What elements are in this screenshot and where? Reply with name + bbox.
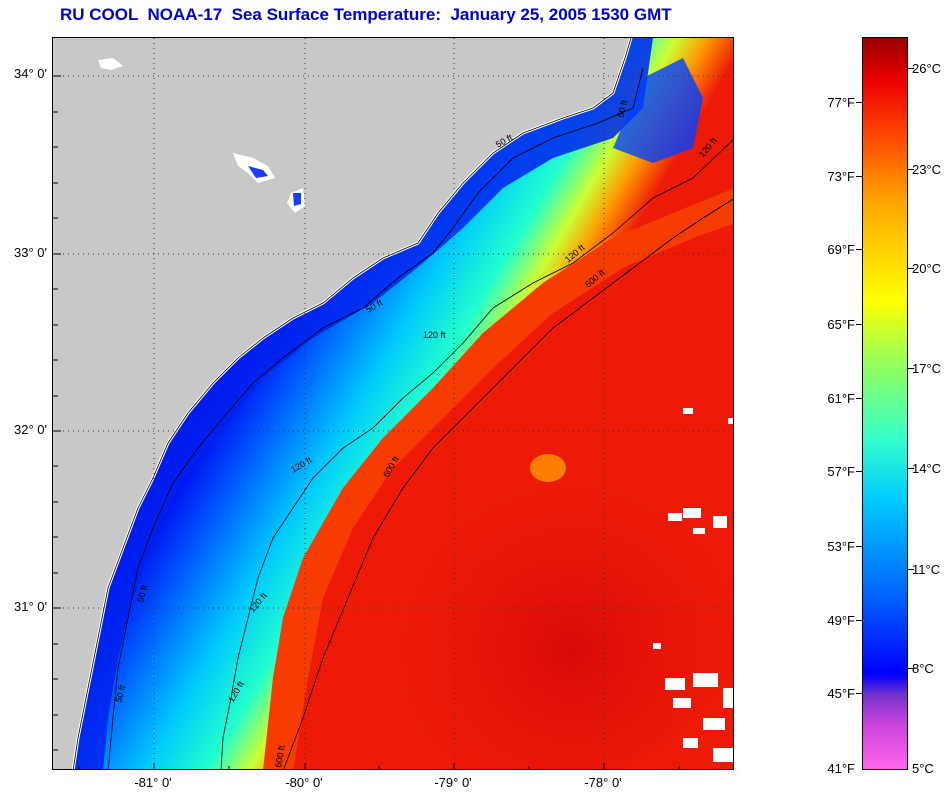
colorbar-f-label: 49°F (827, 613, 855, 628)
sst-map: 50 ft 50 ft 120 ft 600 ft 50 ft 120 ft 1… (52, 37, 734, 770)
colorbar-tick (908, 169, 914, 170)
lon-label: -81° 0' (134, 775, 172, 790)
colorbar-tick (908, 569, 914, 570)
colorbar-tick (908, 468, 914, 469)
colorbar-f-label: 57°F (827, 464, 855, 479)
colorbar-tick (908, 68, 914, 69)
contour-label: 50 ft (615, 99, 629, 119)
lake-moultrie-water (293, 193, 301, 206)
contour-600ft (283, 198, 733, 769)
lake-marion-water (248, 166, 268, 178)
lon-label: -78° 0' (584, 775, 622, 790)
colorbar-c-label: 23°C (912, 162, 942, 177)
colorbar-c-label: 8°C (912, 661, 934, 676)
lat-label: 32° 0' (14, 422, 47, 437)
colorbar-tick (908, 268, 914, 269)
warm-core (283, 328, 733, 769)
contour-label: 50 ft (113, 684, 127, 704)
lat-label: 34° 0' (14, 66, 47, 81)
land-mass (53, 38, 631, 769)
lake-north (98, 58, 123, 70)
contour-50ft (107, 67, 644, 769)
colorbar-tick (908, 368, 914, 369)
colorbar-tick (856, 324, 862, 325)
colorbar-f-label: 53°F (827, 539, 855, 554)
colorbar-tick (856, 620, 862, 621)
colorbar-c-label: 14°C (912, 461, 942, 476)
colorbar-f-label: 41°F (827, 761, 855, 776)
colorbar-tick (856, 176, 862, 177)
colorbar-tick (856, 398, 862, 399)
temperature-colorbar (862, 37, 908, 770)
colorbar-c-label: 5°C (912, 761, 934, 776)
axis-ticks (53, 75, 680, 769)
lat-label: 33° 0' (14, 245, 47, 260)
colorbar-c-label: 17°C (912, 361, 942, 376)
colorbar-f-label: 73°F (827, 169, 855, 184)
lat-label: 31° 0' (14, 599, 47, 614)
sst-map-canvas: 50 ft 50 ft 120 ft 600 ft 50 ft 120 ft 1… (53, 38, 733, 769)
map-title: RU COOL NOAA-17 Sea Surface Temperature:… (60, 5, 672, 24)
contour-label: 50 ft (135, 584, 149, 604)
colorbar-c-label: 20°C (912, 261, 942, 276)
colorbar-f-label: 65°F (827, 317, 855, 332)
cloud-gaps (653, 408, 733, 762)
colorbar-tick (856, 471, 862, 472)
colorbar-f-label: 69°F (827, 242, 855, 257)
colorbar-tick (856, 693, 862, 694)
contour-label: 120 ft (423, 330, 446, 340)
coastline-outline (72, 38, 632, 769)
colorbar-tick (856, 546, 862, 547)
colorbar-tick (908, 668, 914, 669)
colorbar-f-label: 45°F (827, 686, 855, 701)
lon-label: -80° 0' (285, 775, 323, 790)
isobath-contours (107, 67, 733, 769)
cold-offshore-lobe (613, 58, 703, 163)
warm-eddy (530, 454, 566, 482)
colorbar-f-label: 61°F (827, 391, 855, 406)
contour-label: 600 ft (273, 744, 287, 768)
contour-120ft (220, 139, 733, 769)
colorbar-tick (856, 249, 862, 250)
colorbar-tick (856, 102, 862, 103)
colorbar-c-label: 11°C (912, 562, 941, 577)
lon-label: -79° 0' (434, 775, 472, 790)
colorbar-f-label: 77°F (827, 95, 855, 110)
colorbar-c-label: 26°C (912, 61, 942, 76)
graticule (53, 38, 733, 769)
